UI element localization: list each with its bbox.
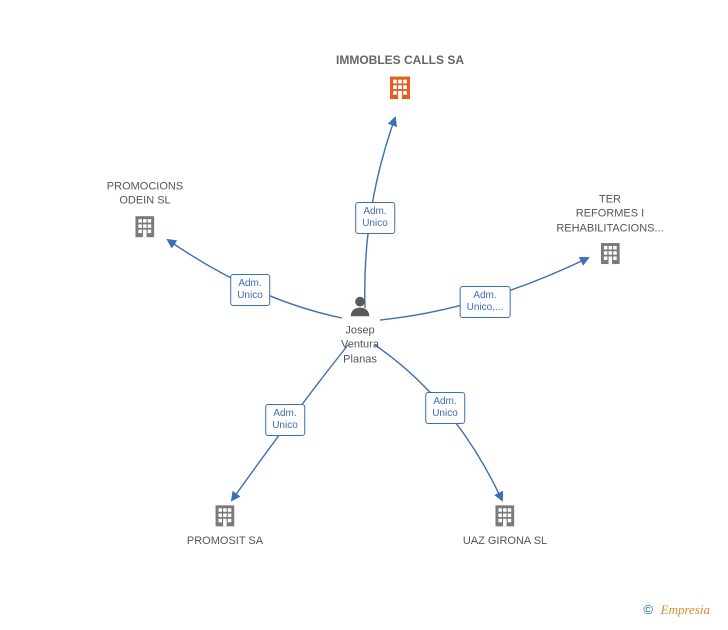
building-icon [596,239,624,267]
brand-name: Empresia [661,602,710,617]
person-icon [347,294,373,320]
company-label: TER REFORMES I REHABILITACIONS... [556,193,663,236]
building-icon [131,212,159,240]
building-icon [385,73,415,103]
building-icon [211,502,239,530]
edge-label: Adm. Unico [230,274,270,306]
edge-label: Adm. Unico [425,392,465,424]
center-person-node[interactable]: Josep Ventura Planas [341,294,379,367]
edge-label: Adm. Unico,... [460,286,511,318]
building-icon [491,502,519,530]
company-node[interactable]: UAZ GIRONA SL [463,502,547,548]
company-label: IMMOBLES CALLS SA [336,53,464,67]
person-name: Josep Ventura Planas [341,324,379,367]
company-label: PROMOSIT SA [187,534,263,548]
edge-label: Adm. Unico [355,202,395,234]
company-node[interactable]: PROMOSIT SA [187,502,263,548]
company-node[interactable]: PROMOCIONS ODEIN SL [107,180,183,241]
company-node[interactable]: IMMOBLES CALLS SA [336,53,464,103]
network-diagram: Adm. Unico Adm. Unico,... Adm. Unico Adm. U… [0,0,728,630]
watermark: © Empresia [643,602,710,618]
company-label: PROMOCIONS ODEIN SL [107,180,183,209]
company-node[interactable]: TER REFORMES I REHABILITACIONS... [556,193,663,268]
company-label: UAZ GIRONA SL [463,534,547,548]
edge-label: Adm. Unico [265,404,305,436]
copyright-symbol: © [643,602,653,617]
